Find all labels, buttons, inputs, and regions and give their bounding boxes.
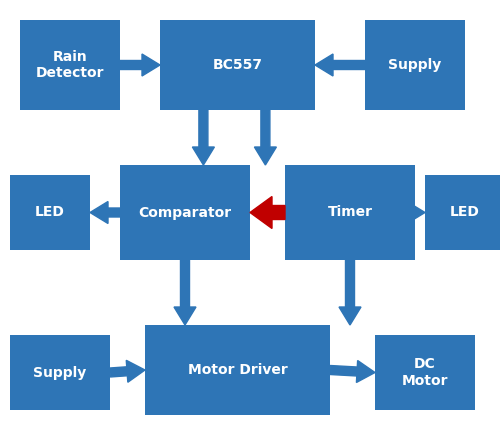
- FancyBboxPatch shape: [365, 20, 465, 110]
- FancyBboxPatch shape: [20, 20, 120, 110]
- Text: Rain
Detector: Rain Detector: [36, 50, 104, 80]
- FancyBboxPatch shape: [285, 165, 415, 260]
- Text: Comparator: Comparator: [138, 205, 232, 220]
- FancyArrow shape: [407, 202, 425, 224]
- FancyArrow shape: [254, 110, 276, 165]
- FancyBboxPatch shape: [10, 335, 110, 410]
- FancyArrow shape: [120, 54, 160, 76]
- FancyBboxPatch shape: [120, 165, 250, 260]
- FancyArrow shape: [90, 202, 120, 224]
- Text: LED: LED: [35, 205, 65, 220]
- Text: DC
Motor: DC Motor: [402, 357, 448, 388]
- FancyBboxPatch shape: [375, 335, 475, 410]
- Text: Timer: Timer: [328, 205, 372, 220]
- Text: BC557: BC557: [212, 58, 262, 72]
- FancyArrow shape: [250, 197, 285, 228]
- FancyBboxPatch shape: [10, 175, 90, 250]
- FancyBboxPatch shape: [425, 175, 500, 250]
- Text: LED: LED: [450, 205, 480, 220]
- FancyArrow shape: [339, 260, 361, 325]
- FancyArrow shape: [315, 54, 365, 76]
- FancyArrow shape: [174, 260, 196, 325]
- Text: Supply: Supply: [34, 366, 86, 379]
- Text: Supply: Supply: [388, 58, 442, 72]
- FancyArrow shape: [110, 360, 145, 382]
- FancyArrow shape: [330, 360, 375, 382]
- FancyArrow shape: [192, 110, 214, 165]
- FancyBboxPatch shape: [160, 20, 315, 110]
- FancyBboxPatch shape: [145, 325, 330, 415]
- Text: Motor Driver: Motor Driver: [188, 363, 288, 377]
